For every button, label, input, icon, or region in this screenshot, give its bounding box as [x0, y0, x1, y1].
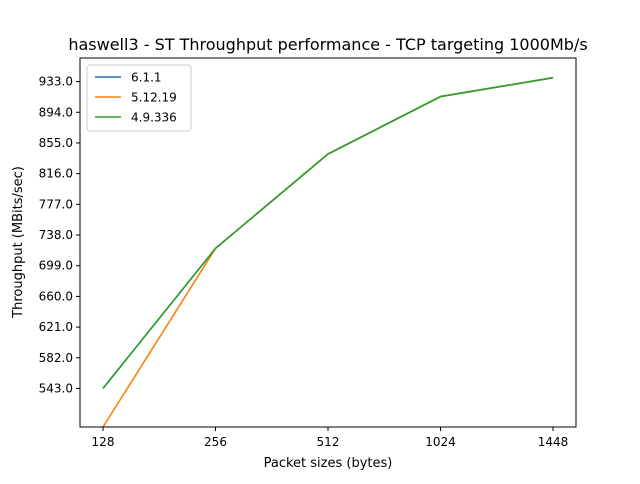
y-tick-label: 660.0: [39, 289, 73, 303]
x-tick-label: 1448: [538, 435, 569, 449]
y-axis-label: Throughput (MBits/sec): [11, 166, 26, 319]
y-tick-label: 855.0: [39, 136, 73, 150]
x-tick-label: 512: [317, 435, 340, 449]
plot-area: [102, 76, 554, 428]
x-axis: 128 256 512 1024 1448: [92, 427, 569, 449]
legend: 6.1.1 5.12.19 4.9.336: [86, 64, 192, 132]
x-tick-label: 256: [204, 435, 227, 449]
y-tick-label: 738.0: [39, 228, 73, 242]
chart-title: haswell3 - ST Throughput performance - T…: [68, 35, 587, 54]
legend-box: [86, 64, 192, 132]
legend-label: 6.1.1: [131, 71, 162, 85]
y-tick-label: 816.0: [39, 167, 73, 181]
series-line-4.9.336: [102, 76, 554, 389]
x-tick-label: 128: [92, 435, 115, 449]
y-tick-label: 933.0: [39, 75, 73, 89]
y-tick-label: 699.0: [39, 259, 73, 273]
y-axis: 543.0 582.0 621.0 660.0 699.0 738.0 777.0 816.0…: [39, 75, 80, 395]
x-axis-label: Packet sizes (bytes): [264, 456, 393, 471]
legend-label: 5.12.19: [131, 91, 177, 105]
x-tick-label: 1024: [425, 435, 456, 449]
y-tick-label: 621.0: [39, 320, 73, 334]
y-tick-label: 543.0: [39, 381, 73, 395]
legend-label: 4.9.336: [131, 111, 177, 125]
y-tick-label: 582.0: [39, 351, 73, 365]
y-tick-label: 777.0: [39, 197, 73, 211]
y-tick-label: 894.0: [39, 105, 73, 119]
